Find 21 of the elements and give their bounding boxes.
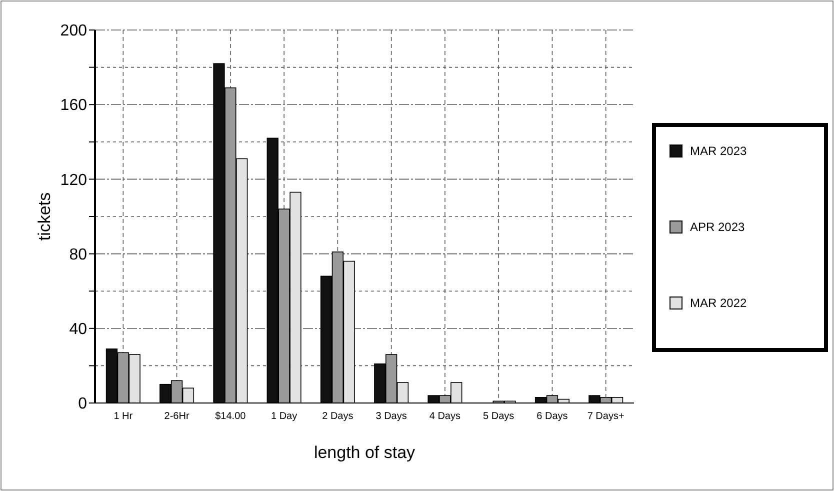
- x-tick-label: 3 Days: [376, 411, 407, 422]
- x-tick-label: 1 Day: [270, 411, 298, 422]
- y-tick-label: 120: [60, 172, 88, 189]
- x-tick-label: 4 Days: [429, 411, 461, 422]
- x-tick-label: 6 Days: [536, 411, 568, 422]
- y-tick-label: 80: [69, 246, 88, 264]
- x-tick-label: 1 Hr: [114, 411, 134, 422]
- x-tick-label: 2-6Hr: [164, 411, 190, 422]
- x-tick-label: 2 Days: [322, 411, 354, 422]
- y-tick-label: 200: [60, 22, 88, 40]
- y-tick-label: 0: [78, 396, 88, 413]
- x-tick-label: 5 Days: [483, 411, 514, 422]
- x-tick-label: $14.00: [215, 411, 246, 422]
- y-axis-title: tickets: [35, 192, 54, 241]
- legend-label: APR 2023: [690, 220, 746, 234]
- y-tick-label: 40: [69, 321, 88, 338]
- y-tick-label: 160: [60, 97, 88, 114]
- legend-label: MAR 2022: [690, 296, 748, 310]
- x-axis-title: length of stay: [314, 443, 416, 462]
- legend-label: MAR 2023: [690, 144, 748, 158]
- x-tick-label: 7 Days+: [587, 411, 624, 422]
